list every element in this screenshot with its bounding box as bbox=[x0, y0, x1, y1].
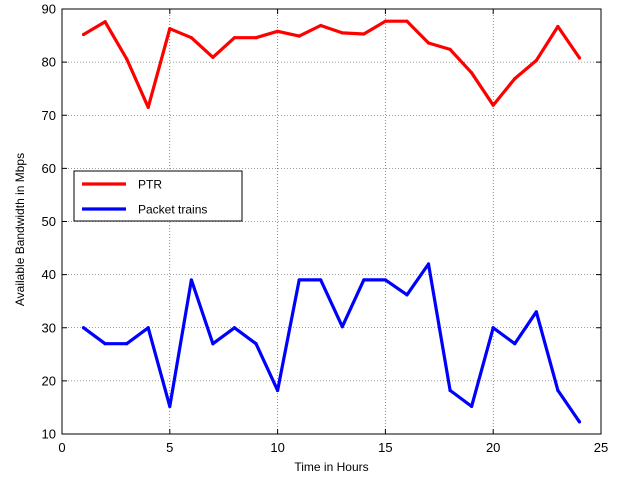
data-point bbox=[513, 342, 517, 346]
data-point bbox=[168, 404, 172, 408]
data-point bbox=[448, 47, 452, 51]
data-point bbox=[362, 32, 366, 36]
data-point bbox=[362, 278, 366, 282]
data-point bbox=[125, 57, 129, 61]
data-point bbox=[340, 31, 344, 35]
legend: PTR Packet trains bbox=[73, 170, 243, 222]
data-point bbox=[383, 19, 387, 23]
x-tick-label: 15 bbox=[378, 440, 392, 455]
data-point bbox=[556, 388, 560, 393]
y-tick-label: 40 bbox=[42, 267, 56, 282]
data-point bbox=[577, 420, 582, 424]
x-tick-label: 5 bbox=[166, 440, 173, 455]
data-point bbox=[534, 58, 538, 63]
data-point bbox=[276, 388, 280, 393]
data-point bbox=[534, 310, 538, 314]
data-point bbox=[491, 326, 495, 330]
data-point bbox=[168, 27, 172, 31]
data-point bbox=[470, 404, 474, 408]
x-tick-label: 10 bbox=[270, 440, 284, 455]
y-tick-label: 90 bbox=[42, 2, 56, 17]
data-point bbox=[276, 29, 280, 33]
y-tick-label: 60 bbox=[42, 161, 56, 176]
x-tick-label: 25 bbox=[594, 440, 608, 455]
data-point bbox=[81, 32, 86, 37]
data-point bbox=[383, 278, 387, 282]
data-point bbox=[103, 20, 107, 24]
y-tick-label: 10 bbox=[42, 427, 56, 442]
x-axis-title: Time in Hours bbox=[294, 460, 368, 474]
series-layer bbox=[81, 19, 582, 424]
data-point bbox=[146, 105, 150, 109]
data-point bbox=[577, 56, 582, 60]
data-point bbox=[513, 76, 517, 81]
data-point bbox=[189, 36, 193, 40]
legend-box bbox=[73, 170, 243, 222]
data-point bbox=[103, 342, 107, 346]
data-point bbox=[146, 326, 150, 330]
data-point bbox=[319, 23, 323, 28]
data-point bbox=[470, 71, 474, 75]
data-point bbox=[405, 293, 409, 297]
data-point bbox=[254, 36, 258, 40]
data-point bbox=[297, 278, 301, 282]
data-point bbox=[491, 103, 495, 107]
y-tick-label: 20 bbox=[42, 373, 56, 388]
data-point bbox=[232, 36, 237, 40]
data-point bbox=[297, 34, 301, 38]
legend-label: PTR bbox=[138, 178, 162, 192]
data-point bbox=[405, 19, 409, 23]
data-point bbox=[189, 278, 193, 282]
data-point bbox=[426, 262, 431, 266]
tick-labels: 0 5 10 15 20 25 10 20 30 40 50 60 70 80 90 bbox=[42, 2, 609, 456]
y-tick-label: 70 bbox=[42, 108, 56, 123]
data-point bbox=[254, 342, 258, 346]
data-point bbox=[232, 326, 237, 330]
data-point bbox=[211, 342, 215, 346]
grid bbox=[62, 9, 601, 434]
series-line-ptr bbox=[81, 19, 582, 109]
legend-label: Packet trains bbox=[138, 203, 207, 217]
data-point bbox=[556, 24, 560, 29]
x-tick-label: 20 bbox=[486, 440, 500, 455]
y-axis-title: Available Bandwidth in Mbps bbox=[13, 153, 27, 306]
x-tick-label: 0 bbox=[58, 440, 65, 455]
y-tick-label: 80 bbox=[42, 55, 56, 70]
y-tick-label: 30 bbox=[42, 320, 56, 335]
y-tick-label: 50 bbox=[42, 214, 56, 229]
tick-marks bbox=[61, 8, 602, 435]
data-point bbox=[426, 41, 431, 45]
series-line-packet-trains bbox=[81, 262, 582, 424]
data-point bbox=[448, 388, 452, 393]
data-point bbox=[211, 55, 215, 59]
data-point bbox=[81, 326, 86, 330]
data-point bbox=[340, 325, 344, 329]
data-point bbox=[125, 342, 129, 346]
data-point bbox=[319, 278, 323, 282]
